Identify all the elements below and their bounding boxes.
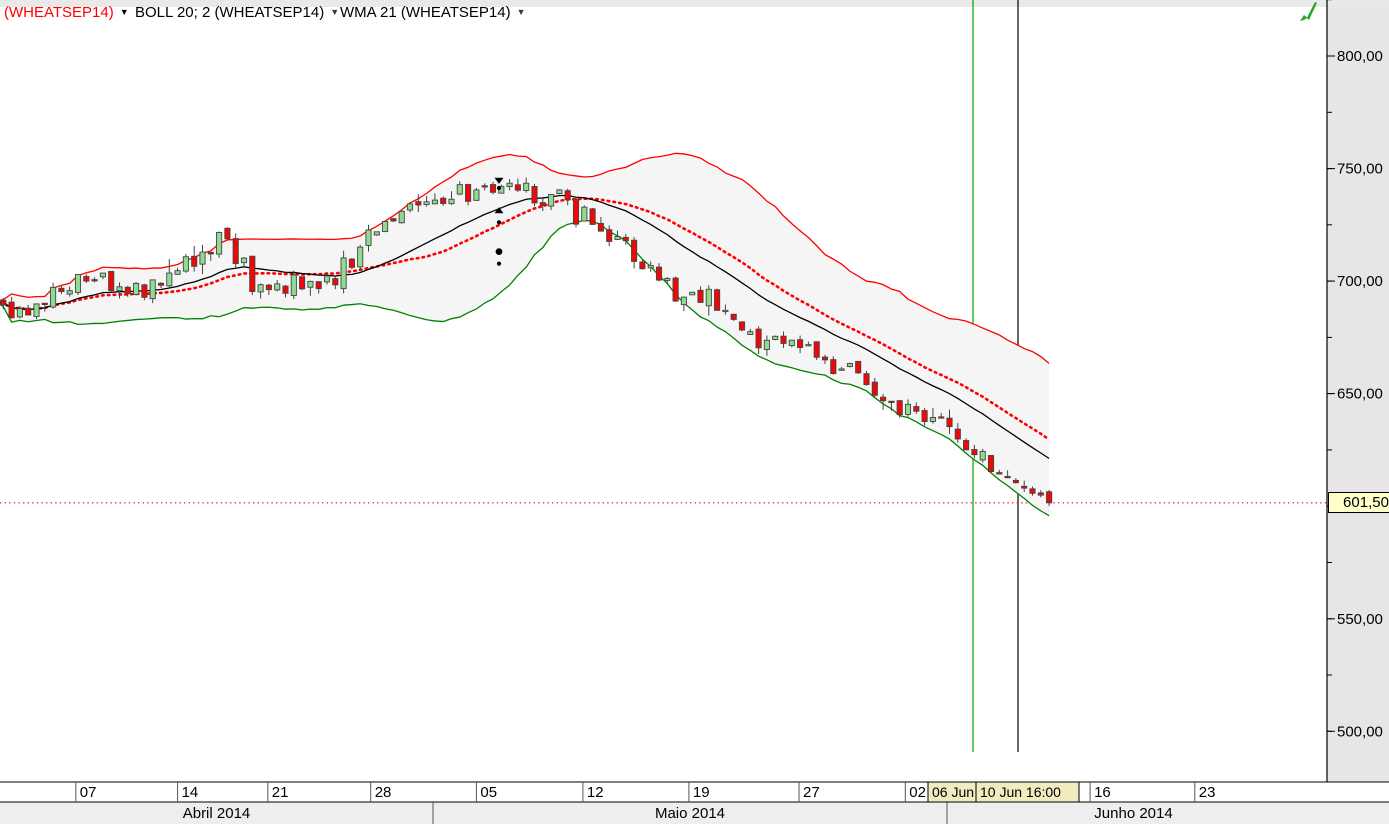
svg-text:12: 12	[587, 784, 604, 801]
svg-text:27: 27	[803, 784, 820, 801]
svg-text:19: 19	[693, 784, 710, 801]
svg-text:23: 23	[1199, 784, 1216, 801]
svg-text:06 Jun: 06 Jun	[932, 784, 974, 800]
svg-text:Junho 2014: Junho 2014	[1094, 805, 1172, 822]
svg-text:02: 02	[909, 784, 926, 801]
svg-text:07: 07	[80, 784, 97, 801]
svg-text:16: 16	[1094, 784, 1111, 801]
svg-text:21: 21	[272, 784, 289, 801]
svg-text:28: 28	[375, 784, 392, 801]
svg-text:Abril 2014: Abril 2014	[183, 805, 251, 822]
svg-text:14: 14	[182, 784, 199, 801]
svg-text:Maio 2014: Maio 2014	[655, 805, 725, 822]
svg-text:10 Jun 16:00: 10 Jun 16:00	[980, 784, 1061, 800]
svg-text:05: 05	[480, 784, 497, 801]
